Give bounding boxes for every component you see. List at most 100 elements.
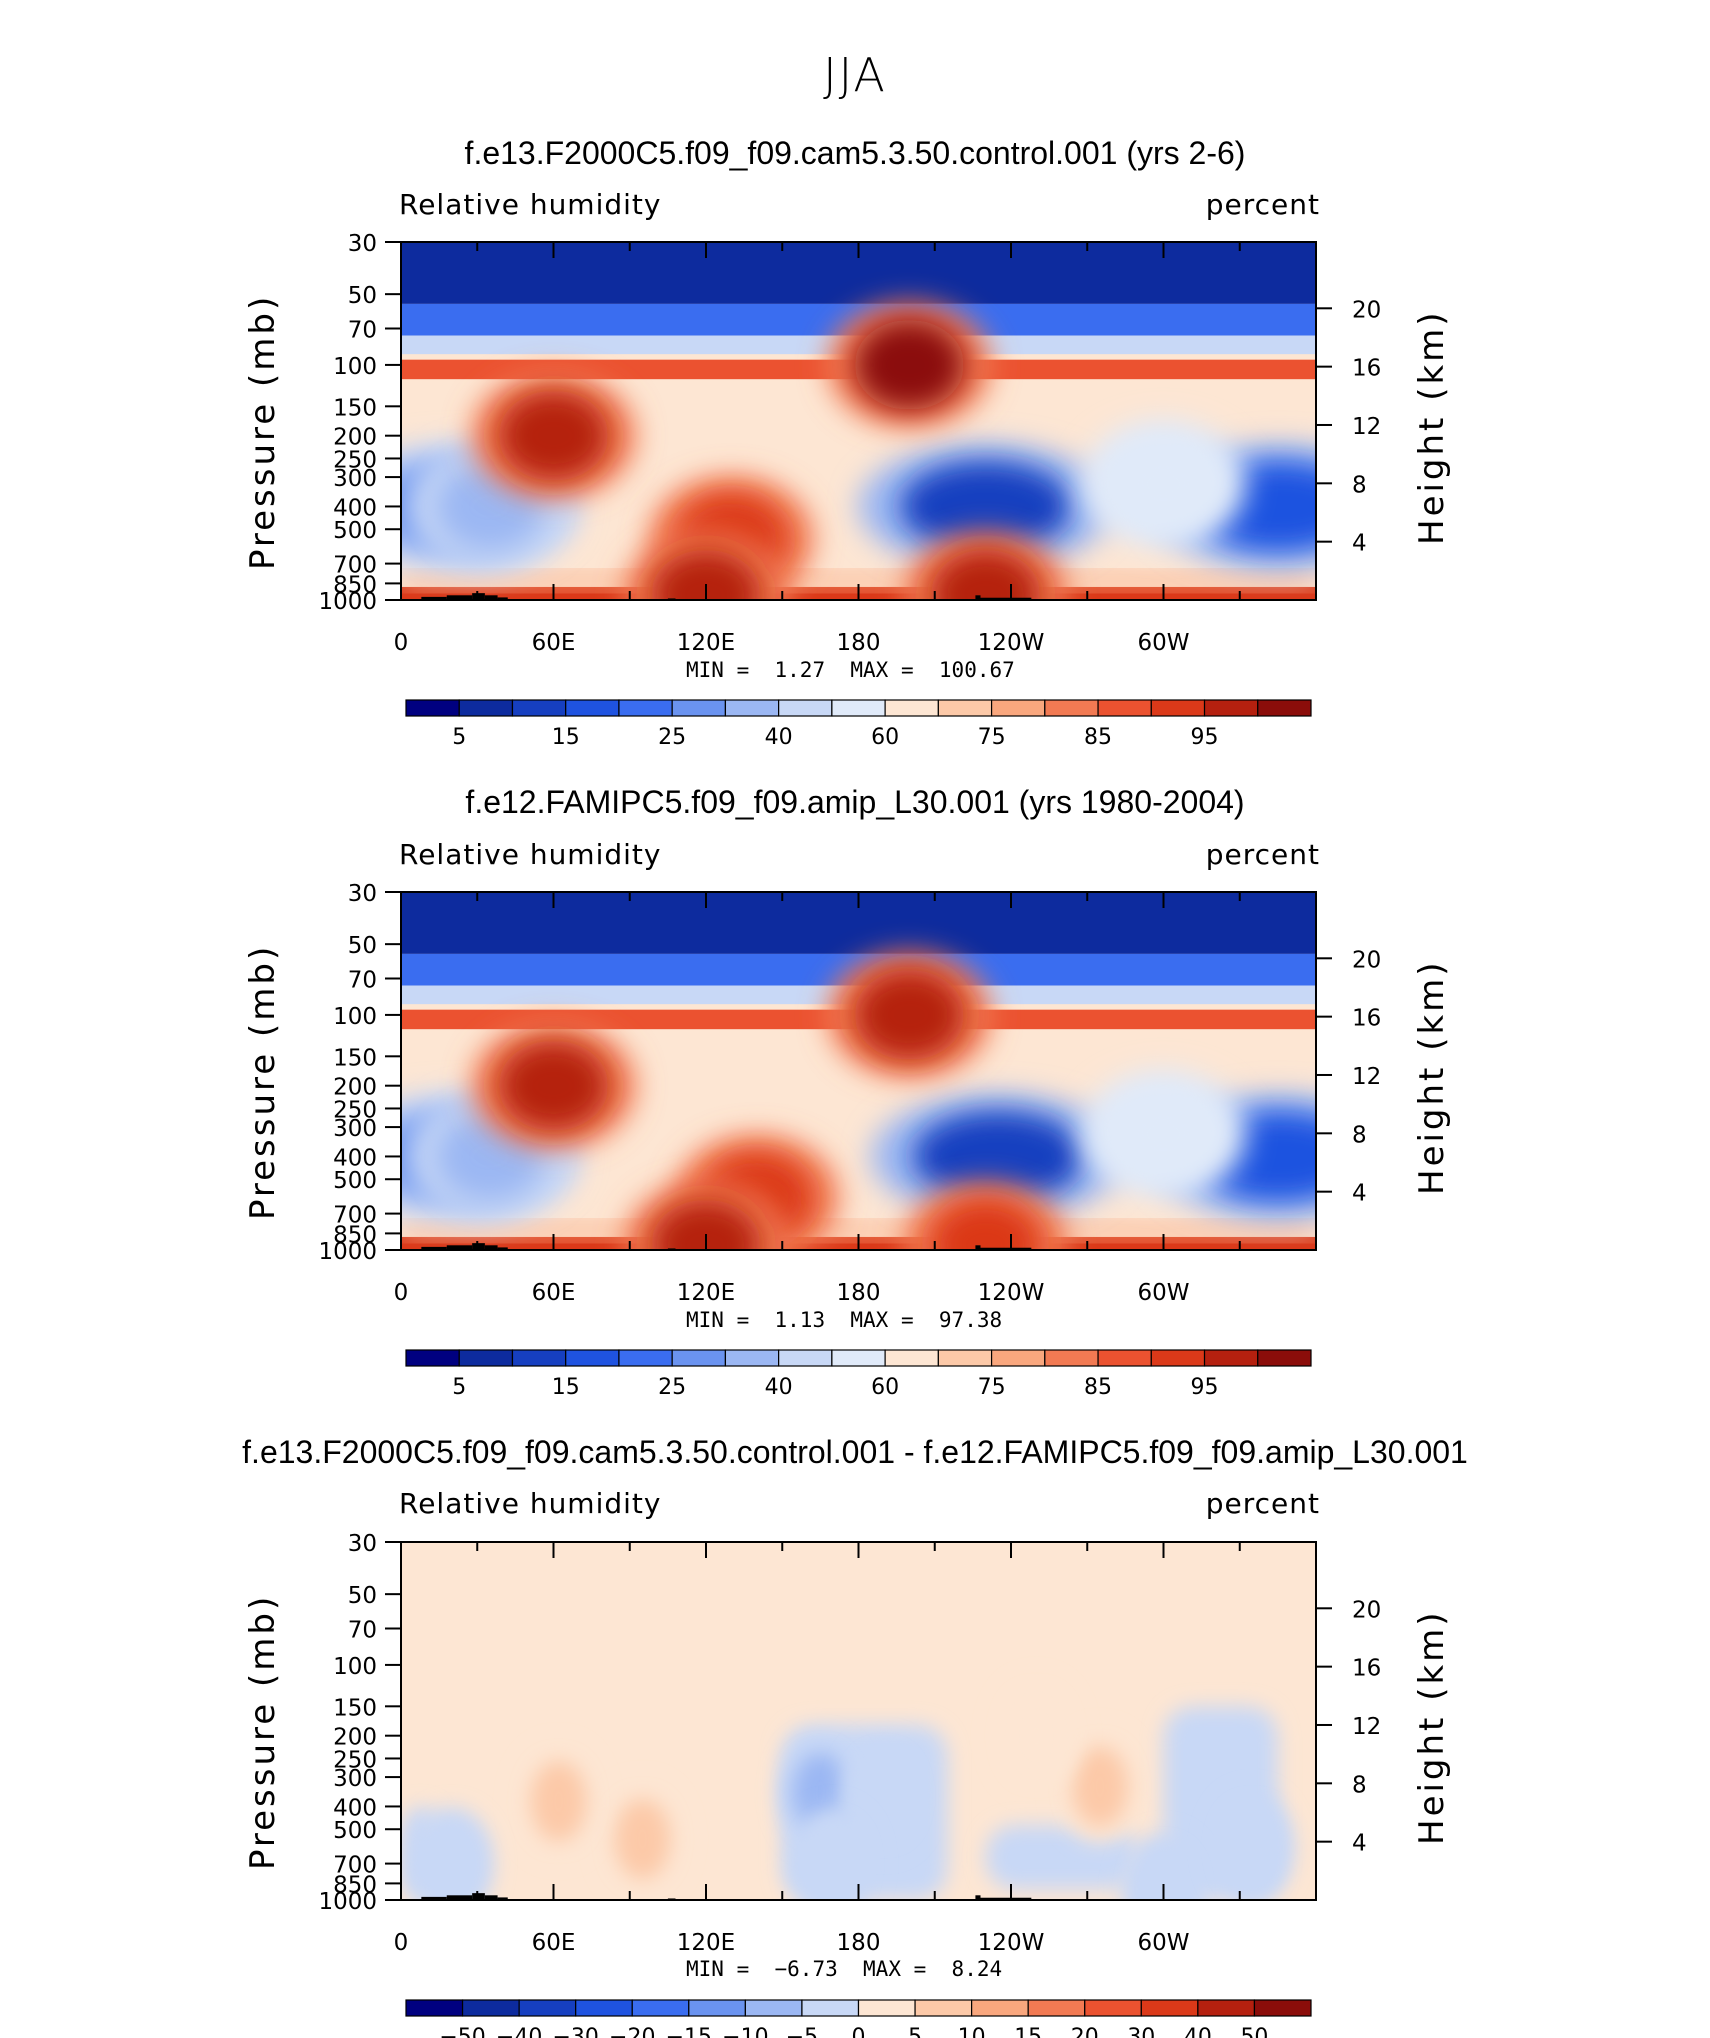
pressure-tick-label: 200: [333, 425, 377, 451]
pressure-tick-label: 100: [333, 354, 377, 380]
lon-tick-label: 60W: [1137, 1930, 1189, 1956]
colorbar-box: [618, 699, 673, 717]
contour-halo: [471, 372, 636, 499]
pressure-tick-label: 150: [333, 1045, 377, 1071]
lon-tick-label: 180: [837, 1930, 881, 1956]
panel-2-contour-field: [401, 892, 1316, 1250]
pressure-tick-label: 1000: [318, 1239, 377, 1265]
colorbar-label: 95: [1191, 1375, 1219, 1400]
contour-feature: [1108, 1088, 1219, 1179]
colorbar-box: [724, 699, 780, 717]
contour-halo: [674, 1134, 840, 1250]
pressure-tick-label: 100: [333, 1004, 377, 1030]
terrain-mask: [667, 598, 676, 600]
colorbar-label: 5: [452, 1375, 466, 1400]
lon-tick-label: 120W: [978, 1280, 1045, 1306]
terrain-mask: [484, 1895, 498, 1900]
colorbar-box: [831, 1349, 886, 1367]
terrain-mask: [980, 597, 1032, 600]
panel-3-height-axis-title: Height (km): [1412, 1609, 1452, 1845]
field-background: [401, 1542, 1316, 1900]
height-tick-label: 16: [1352, 1656, 1381, 1682]
contour-halo: [1081, 420, 1246, 547]
contour-halo: [516, 1745, 601, 1858]
colorbar-label: 75: [978, 725, 1006, 750]
contour-feature: [1071, 1746, 1128, 1827]
contour-halo: [1210, 1791, 1295, 1900]
pressure-tick-label: 50: [348, 933, 377, 959]
panel-2-max-label: MAX =: [850, 1308, 914, 1332]
colorbar-box: [1044, 699, 1099, 717]
contour-feature: [614, 1798, 671, 1879]
colorbar-box: [971, 1999, 1029, 2017]
pressure-tick-label: 400: [333, 1795, 377, 1821]
height-tick-label: 12: [1352, 414, 1381, 440]
colorbar-box: [1097, 1349, 1152, 1367]
height-tick-label: 4: [1352, 531, 1367, 557]
colorbar-label: 5: [452, 725, 466, 750]
colorbar-box: [801, 1999, 860, 2017]
pressure-tick-label: 400: [333, 1145, 377, 1171]
contour-feature: [530, 1761, 587, 1842]
terrain-mask: [484, 595, 498, 600]
terrain-mask: [975, 1245, 981, 1250]
pressure-tick-label: 70: [348, 968, 377, 994]
contour-halo: [778, 1736, 863, 1849]
colorbar-box: [671, 699, 727, 717]
contour-feature: [651, 549, 761, 600]
colorbar-box: [461, 1999, 520, 2017]
panel-2-min-value: 1.13: [774, 1308, 826, 1332]
panel-1-min-max: MIN = 1.27 MAX = 100.67: [686, 658, 1015, 682]
lon-tick-label: 60W: [1137, 630, 1189, 656]
colorbar-box: [778, 699, 833, 717]
colorbar-box: [990, 699, 1046, 717]
colorbar-box: [857, 1999, 916, 2017]
lon-tick-label: 60W: [1137, 1280, 1189, 1306]
colorbar-label: 10: [958, 2025, 986, 2038]
panel-1-min-label: MIN =: [686, 658, 750, 682]
contour-halo: [623, 531, 789, 600]
height-tick-label: 12: [1352, 1714, 1381, 1740]
colorbar-box: [511, 1349, 567, 1367]
colorbar-box: [990, 1349, 1046, 1367]
height-tick-label: 8: [1352, 1772, 1367, 1798]
panel-1-max-value: 100.67: [938, 658, 1015, 682]
contour-feature: [401, 461, 537, 552]
terrain-mask: [446, 595, 473, 600]
colorbar-label: 15: [552, 725, 580, 750]
contour-feature: [701, 1152, 812, 1243]
colorbar-label: −50: [439, 2025, 485, 2038]
colorbar-label: 15: [552, 1375, 580, 1400]
contour-feature: [805, 1823, 862, 1900]
contour-feature: [1135, 1849, 1192, 1900]
colorbar-box: [1150, 699, 1206, 717]
height-tick-label: 20: [1352, 947, 1381, 973]
colorbar-label: 25: [658, 725, 686, 750]
colorbar-box: [1097, 699, 1152, 717]
colorbar-box: [511, 699, 567, 717]
contour-feature: [1224, 1807, 1281, 1888]
pressure-tick-label: 200: [333, 1725, 377, 1751]
panel-2-units-label: percent: [1205, 838, 1320, 871]
contour-feature: [434, 461, 545, 552]
contour-halo: [409, 1807, 494, 1900]
terrain-mask: [667, 1248, 676, 1250]
contour-feature: [913, 1111, 1084, 1202]
lon-tick-label: 120E: [677, 1930, 735, 1956]
pressure-tick-label: 300: [333, 1766, 377, 1792]
pressure-tick-label: 30: [348, 881, 377, 907]
contour-feature: [498, 1040, 609, 1131]
contour-feature: [930, 549, 1041, 600]
contour-halo: [401, 1093, 580, 1220]
colorbar-box: [1257, 1349, 1312, 1367]
pressure-tick-label: 50: [348, 283, 377, 309]
pressure-tick-label: 850: [333, 1222, 377, 1248]
colorbar-box: [631, 1999, 690, 2017]
colorbar-box: [1044, 1349, 1099, 1367]
boundary-layer-band: [401, 1236, 1316, 1250]
terrain-mask: [975, 595, 981, 600]
contour-feature: [792, 1752, 849, 1833]
panel-2-height-axis-title: Height (km): [1412, 959, 1452, 1195]
contour-halo: [1150, 443, 1316, 570]
contour-feature: [651, 1199, 761, 1250]
